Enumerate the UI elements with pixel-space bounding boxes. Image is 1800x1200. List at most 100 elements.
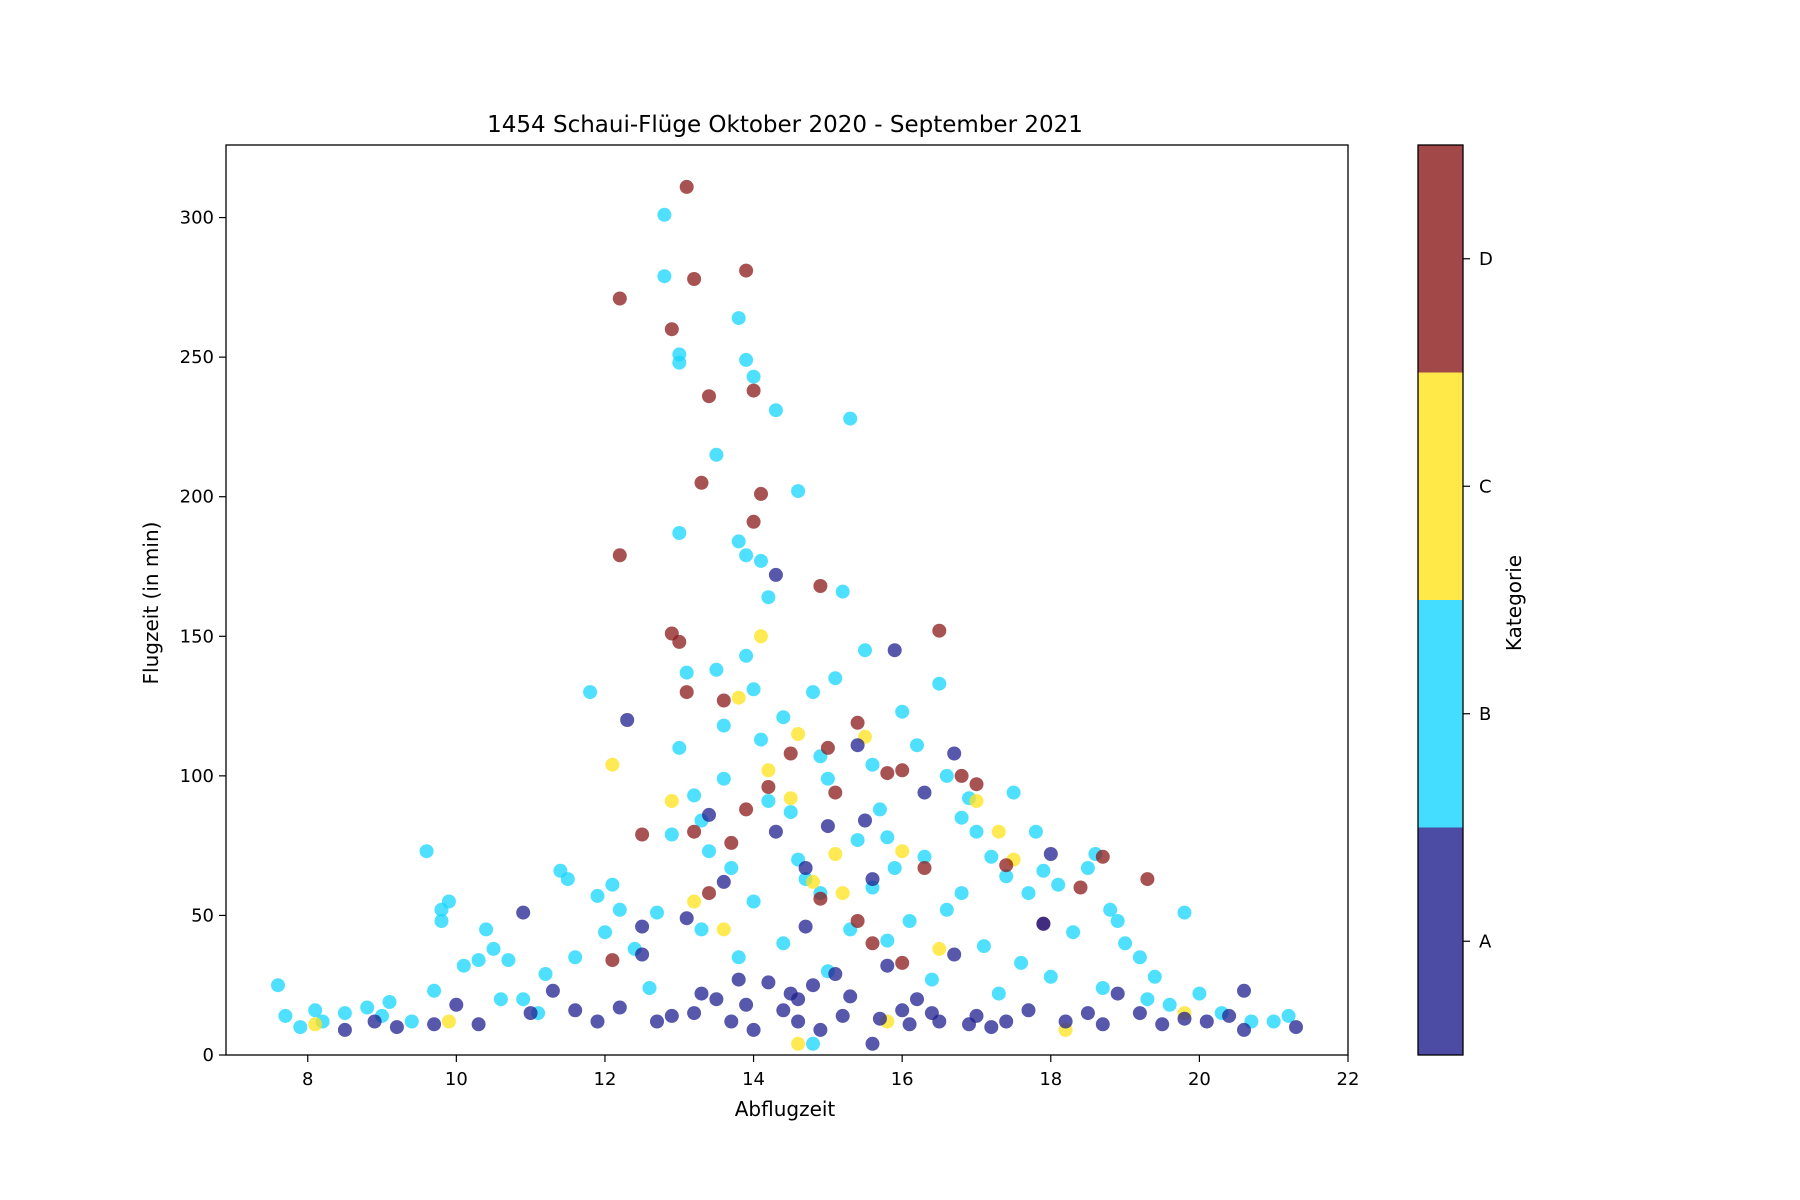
data-point-b <box>1014 955 1029 970</box>
data-point-b <box>806 685 820 700</box>
data-point-b <box>739 352 754 367</box>
data-point-b <box>471 953 486 968</box>
data-point-d <box>612 291 627 306</box>
data-point-b <box>493 992 508 1007</box>
data-point-b <box>427 983 442 998</box>
data-point-b <box>598 925 612 940</box>
data-point-a <box>1036 916 1051 931</box>
data-point-b <box>1051 877 1066 892</box>
data-point-a <box>858 813 872 828</box>
data-point-b <box>776 936 791 951</box>
data-point-b <box>516 992 531 1007</box>
data-point-b <box>650 905 664 920</box>
data-point-b <box>731 950 746 965</box>
data-point-b <box>419 844 434 859</box>
data-point-b <box>308 1003 323 1018</box>
data-point-a <box>999 1014 1014 1029</box>
data-point-d <box>954 768 969 783</box>
data-point-d <box>932 623 947 638</box>
y-tick-label: 0 <box>203 1045 214 1066</box>
data-point-a <box>791 1014 806 1029</box>
data-point-a <box>947 947 962 962</box>
data-point-b <box>1080 861 1095 875</box>
data-point-d <box>702 886 716 901</box>
data-point-b <box>1103 902 1118 917</box>
data-point-b <box>590 888 605 903</box>
data-point-d <box>605 953 620 968</box>
data-point-c <box>605 757 620 772</box>
data-point-b <box>568 950 583 965</box>
data-point-b <box>746 369 761 384</box>
data-point-c <box>754 629 768 644</box>
x-tick-label: 12 <box>594 1069 617 1090</box>
data-point-b <box>835 584 850 599</box>
data-point-a <box>590 1014 605 1029</box>
data-point-b <box>754 553 768 568</box>
data-point-b <box>694 922 709 937</box>
data-point-d <box>783 746 798 761</box>
colorbar-tick-label: B <box>1479 704 1491 725</box>
data-point-d <box>999 858 1014 873</box>
data-point-a <box>895 1003 910 1018</box>
data-point-a <box>337 1022 352 1037</box>
data-point-b <box>895 704 910 719</box>
data-point-d <box>880 766 895 781</box>
data-point-b <box>1132 950 1147 965</box>
colorbar-segment-a <box>1418 827 1463 1055</box>
data-point-b <box>664 827 679 842</box>
data-point-b <box>969 824 984 839</box>
data-point-b <box>872 802 887 817</box>
data-point-d <box>687 824 702 839</box>
data-point-d <box>813 579 828 593</box>
data-point-a <box>1155 1017 1170 1032</box>
data-point-b <box>271 978 285 993</box>
data-point-a <box>902 1017 917 1032</box>
data-point-a <box>620 713 635 727</box>
data-point-d <box>917 861 932 875</box>
data-point-a <box>910 992 924 1007</box>
data-point-d <box>687 272 702 286</box>
data-point-b <box>954 886 969 901</box>
data-point-a <box>791 992 806 1007</box>
data-point-d <box>1073 880 1088 895</box>
data-point-b <box>486 941 501 956</box>
x-tick-label: 18 <box>1039 1069 1062 1090</box>
data-point-a <box>731 972 746 987</box>
data-point-b <box>731 311 746 326</box>
data-point-b <box>382 995 397 1009</box>
data-point-b <box>709 447 724 462</box>
data-point-a <box>768 824 783 839</box>
data-point-b <box>976 939 991 954</box>
data-point-a <box>865 872 880 887</box>
data-point-d <box>850 715 865 730</box>
data-point-b <box>716 718 731 733</box>
x-tick-label: 10 <box>445 1069 468 1090</box>
data-point-b <box>404 1014 419 1029</box>
data-point-a <box>1110 986 1125 1001</box>
data-point-d <box>672 634 687 649</box>
data-point-b <box>1118 936 1133 951</box>
data-point-a <box>679 911 694 926</box>
data-point-b <box>1266 1014 1281 1029</box>
data-point-a <box>427 1017 442 1032</box>
data-point-c <box>969 794 984 808</box>
data-point-b <box>999 869 1014 884</box>
data-point-b <box>360 1000 375 1015</box>
data-point-b <box>850 833 865 848</box>
data-point-c <box>687 894 702 909</box>
data-point-b <box>880 933 895 948</box>
data-point-d <box>754 486 768 501</box>
data-point-b <box>657 269 672 284</box>
data-point-b <box>984 849 999 864</box>
data-point-a <box>768 567 783 582</box>
data-point-b <box>1006 785 1021 800</box>
data-point-b <box>754 732 768 747</box>
data-point-b <box>672 740 687 755</box>
data-point-a <box>850 738 865 753</box>
data-point-d <box>746 514 761 529</box>
data-point-c <box>731 690 746 705</box>
data-point-a <box>947 746 962 761</box>
colorbar-segment-c <box>1418 372 1463 600</box>
data-point-b <box>1043 969 1058 984</box>
data-point-a <box>843 989 858 1004</box>
